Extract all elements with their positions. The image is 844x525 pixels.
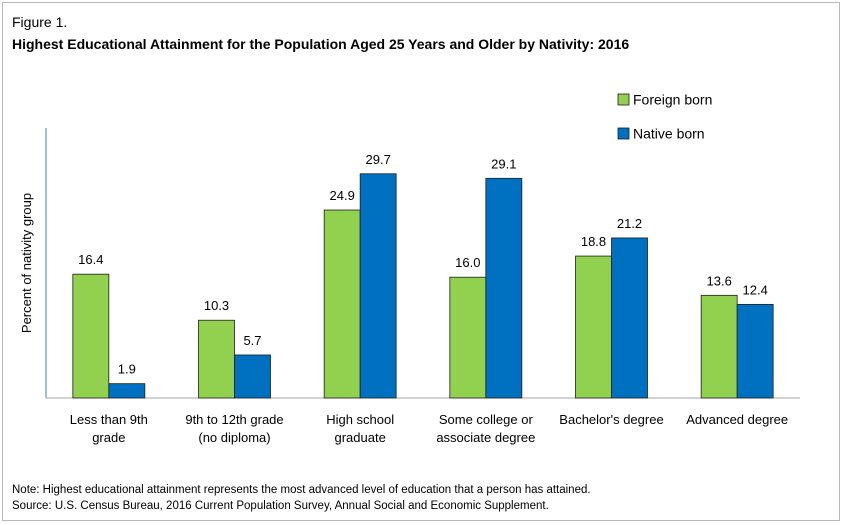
- bar-native-born-advanced-degree: [736, 303, 774, 399]
- data-label-foreign-born-high-school-graduate: 24.9: [330, 188, 355, 203]
- bar-foreign-born-some-college-or-associate-degree: [449, 276, 487, 399]
- y-axis-label: Percent of nativity group: [19, 193, 34, 333]
- figure-label: Figure 1.: [12, 14, 68, 30]
- x-tick-label: grade: [92, 430, 125, 445]
- x-tick-label: Bachelor's degree: [559, 412, 663, 427]
- x-tick-label: Some college or: [439, 412, 534, 427]
- data-label-native-born-bachelor-s-degree: 21.2: [617, 216, 642, 231]
- legend-swatch-foreign-born: [617, 93, 630, 106]
- chart-source: Source: U.S. Census Bureau, 2016 Current…: [12, 500, 549, 512]
- legend-label-native-born: Native born: [633, 126, 705, 142]
- data-label-native-born-9th-to-12th-grade-no-diploma: 5.7: [243, 333, 261, 348]
- bar-foreign-born-less-than-9th-grade: [72, 273, 110, 399]
- bar-foreign-born-advanced-degree: [700, 294, 738, 399]
- legend-swatch-native-born: [617, 127, 630, 140]
- x-tick-label: Less than 9th: [70, 412, 148, 427]
- legend-label-foreign-born: Foreign born: [633, 92, 712, 108]
- chart-title: Highest Educational Attainment for the P…: [12, 36, 630, 52]
- bar-foreign-born-9th-to-12th-grade-no-diploma: [198, 319, 235, 399]
- bar-foreign-born-high-school-graduate: [323, 209, 361, 399]
- bar-native-born-less-than-9th-grade: [108, 383, 146, 399]
- bar-native-born-some-college-or-associate-degree: [485, 177, 523, 399]
- data-label-native-born-advanced-degree: 12.4: [743, 282, 768, 297]
- bar-native-born-9th-to-12th-grade-no-diploma: [234, 354, 271, 399]
- data-label-foreign-born-less-than-9th-grade: 16.4: [78, 252, 103, 267]
- x-tick-label: associate degree: [436, 430, 535, 445]
- data-label-foreign-born-some-college-or-associate-degree: 16.0: [455, 255, 480, 270]
- data-label-foreign-born-advanced-degree: 13.6: [707, 273, 732, 288]
- data-label-native-born-less-than-9th-grade: 1.9: [118, 362, 136, 377]
- bar-native-born-high-school-graduate: [359, 173, 397, 399]
- data-label-native-born-high-school-graduate: 29.7: [366, 152, 391, 167]
- data-label-foreign-born-9th-to-12th-grade-no-diploma: 10.3: [204, 298, 229, 313]
- x-tick-label: High school: [326, 412, 394, 427]
- bar-native-born-bachelor-s-degree: [611, 237, 648, 399]
- chart-note: Note: Highest educational attainment rep…: [12, 484, 591, 496]
- x-tick-label: 9th to 12th grade: [185, 412, 283, 427]
- x-tick-label: graduate: [335, 430, 386, 445]
- x-tick-label: Advanced degree: [686, 412, 788, 427]
- data-label-native-born-some-college-or-associate-degree: 29.1: [491, 156, 516, 171]
- bar-foreign-born-bachelor-s-degree: [575, 255, 612, 399]
- data-label-foreign-born-bachelor-s-degree: 18.8: [581, 234, 606, 249]
- x-tick-label: (no diploma): [198, 430, 270, 445]
